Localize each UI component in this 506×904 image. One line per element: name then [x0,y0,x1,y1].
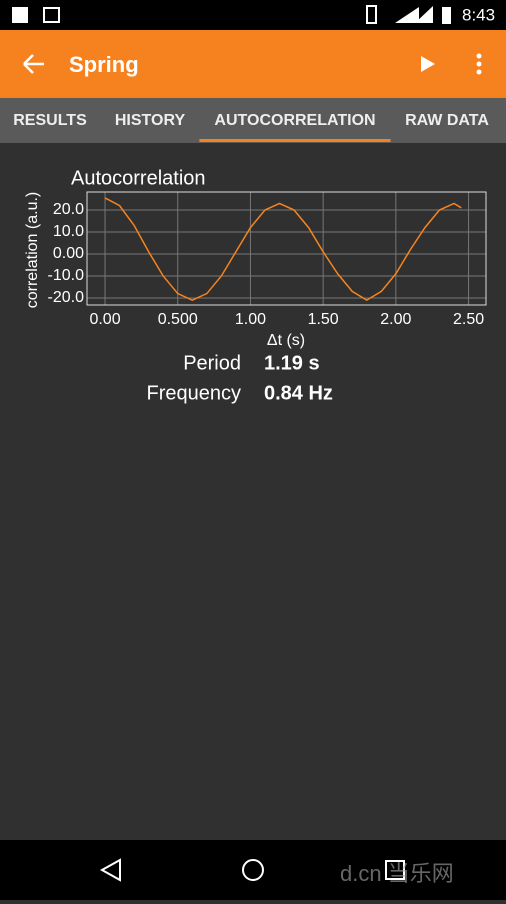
x-tick-label: 2.00 [380,311,411,328]
tab[interactable]: RESULTS [13,112,87,129]
y-tick-label: 0.00 [53,245,84,262]
back-button[interactable] [23,54,44,74]
back-nav[interactable] [99,858,121,882]
y-tick-label: -20.0 [48,289,85,306]
x-tick-label: 2.50 [453,311,484,328]
app-title: Spring [69,52,139,77]
notification-icon [43,7,60,23]
x-tick-label: 0.500 [158,311,198,328]
tab-indicator [199,139,391,142]
result-value: 1.19 s [264,352,320,374]
play-button[interactable] [421,56,435,72]
wifi-icon [395,7,419,23]
menu-button[interactable] [476,53,482,75]
tab-bar [0,98,506,143]
y-axis-label: correlation (a.u.) [24,192,41,309]
y-tick-label: -10.0 [48,267,85,284]
signal-icon [415,6,433,23]
vibrate-icon [366,5,377,24]
status-bar [0,0,506,30]
x-tick-label: 1.50 [308,311,339,328]
x-tick-label: 0.00 [89,311,120,328]
notification-icon [12,7,28,23]
battery-icon [442,7,451,24]
recents-nav[interactable] [385,860,405,880]
result-label: Frequency [147,382,242,404]
chart-title: Autocorrelation [71,167,206,189]
clock: 8:43 [462,5,495,24]
plot-frame [86,191,487,306]
result-label: Period [183,352,241,374]
y-tick-label: 10.0 [53,223,84,240]
tab[interactable]: HISTORY [115,112,186,129]
result-value: 0.84 Hz [264,382,333,404]
nav-bar [0,840,506,900]
watermark: d.cn 当乐网 [340,861,454,886]
y-tick-label: 20.0 [53,201,84,218]
data-line [104,197,462,302]
tab[interactable]: RAW DATA [405,112,489,129]
x-axis-label: Δt (s) [267,332,305,349]
home-nav[interactable] [242,859,264,881]
tab[interactable]: AUTOCORRELATION [214,112,375,129]
x-tick-label: 1.00 [235,311,266,328]
